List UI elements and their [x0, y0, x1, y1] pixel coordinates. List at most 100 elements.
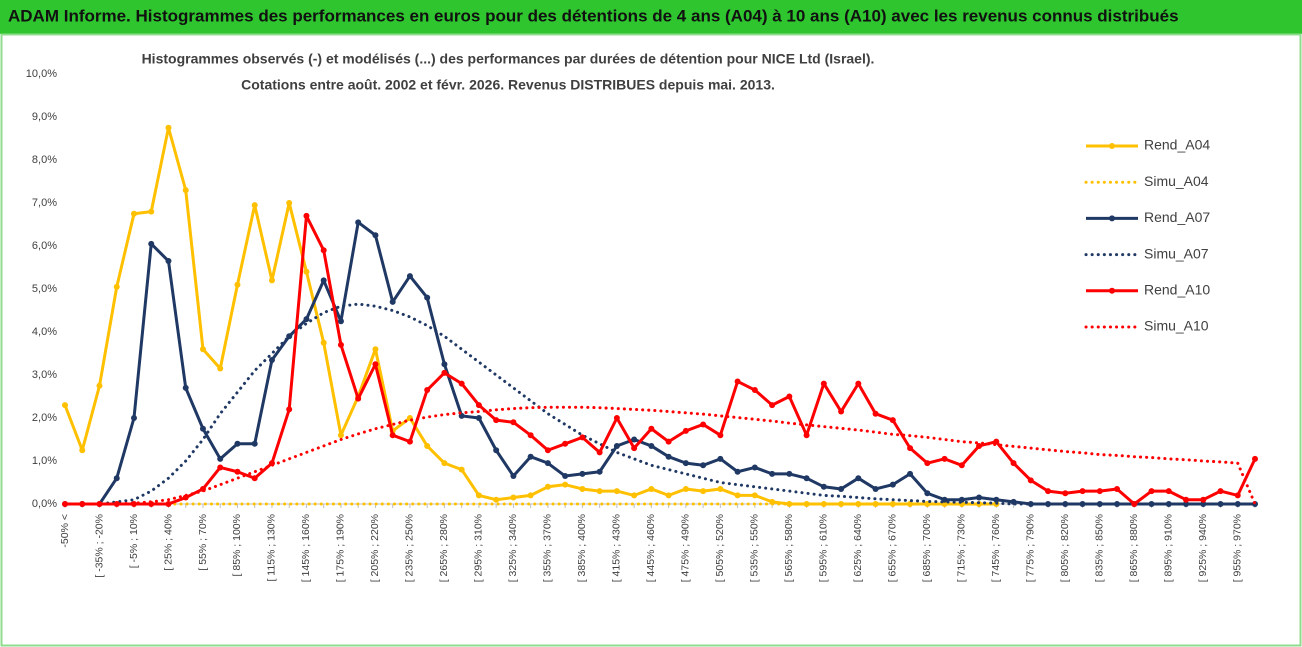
point — [234, 468, 241, 475]
x-tick-label: [ 535% ; 550% — [749, 514, 761, 582]
point — [976, 494, 983, 501]
point — [217, 455, 224, 462]
y-tick-label: 8,0% — [32, 154, 57, 166]
series-line — [65, 214, 1257, 506]
point — [700, 421, 707, 428]
point — [648, 485, 655, 492]
point — [62, 402, 68, 409]
point — [424, 442, 431, 449]
point — [424, 294, 431, 301]
point — [1148, 488, 1155, 495]
point — [786, 501, 793, 507]
legend-marker — [1109, 215, 1115, 222]
x-tick-label: [ 295% ; 310% — [473, 514, 485, 582]
point — [527, 453, 534, 460]
point — [993, 496, 1000, 503]
x-tick-label: [ 805% ; 820% — [1059, 514, 1071, 582]
point — [182, 187, 189, 194]
legend-label: Simu_A04 — [1144, 173, 1209, 189]
y-tick-label: 7,0% — [32, 197, 57, 209]
x-tick-label: [ 175% ; 190% — [335, 514, 347, 582]
point — [855, 380, 862, 387]
point — [165, 501, 172, 507]
point — [1131, 501, 1138, 507]
point — [820, 483, 827, 490]
point — [96, 382, 103, 389]
point — [234, 440, 241, 447]
point — [1217, 488, 1224, 495]
point — [251, 202, 258, 209]
point — [458, 466, 465, 473]
point — [579, 470, 586, 477]
point — [924, 490, 931, 497]
point — [355, 395, 362, 402]
x-tick-label: [ 955% ; 970% — [1232, 514, 1244, 582]
x-tick-label: [ 625% ; 640% — [852, 514, 864, 582]
legend-marker — [1109, 287, 1115, 294]
point — [1234, 492, 1241, 499]
header-title: ADAM Informe. Histogrammes des performan… — [8, 6, 1179, 25]
y-tick-label: 2,0% — [32, 412, 57, 424]
legend-label: Simu_A10 — [1144, 318, 1209, 334]
point — [769, 470, 776, 477]
y-tick-label: 0,0% — [32, 498, 57, 510]
point — [1027, 501, 1034, 507]
legend-marker — [1109, 143, 1115, 149]
point — [544, 483, 551, 490]
point — [613, 415, 620, 421]
point — [217, 464, 224, 471]
legend-label: Rend_A07 — [1144, 209, 1210, 225]
x-tick-label: [ 475% ; 490% — [680, 514, 692, 582]
point — [303, 268, 310, 275]
point — [596, 468, 603, 475]
point — [1114, 501, 1121, 507]
point — [734, 378, 741, 385]
point — [855, 475, 862, 482]
x-tick-label: [ 895% ; 910% — [1163, 514, 1175, 582]
point — [372, 232, 379, 239]
y-tick-label: 6,0% — [32, 240, 57, 252]
point — [596, 449, 603, 456]
point — [717, 485, 724, 492]
point — [734, 492, 741, 499]
point — [941, 455, 948, 462]
point — [872, 485, 879, 492]
point — [803, 432, 810, 439]
point — [1062, 490, 1069, 497]
point — [579, 434, 586, 441]
point — [786, 470, 793, 477]
x-tick-label: [ 835% ; 850% — [1094, 514, 1106, 582]
point — [130, 210, 137, 217]
series-line — [63, 405, 1257, 506]
point — [165, 258, 172, 265]
point — [96, 501, 103, 507]
x-tick-label: [ 85% ; 100% — [231, 514, 243, 576]
point — [648, 425, 655, 432]
point — [441, 369, 448, 376]
point — [734, 468, 741, 475]
point — [510, 494, 517, 501]
series-line — [63, 302, 1257, 506]
point — [665, 492, 672, 499]
point — [1027, 477, 1034, 484]
legend-label: Rend_A04 — [1144, 137, 1210, 153]
y-tick-label: 10,0% — [26, 68, 57, 80]
point — [751, 464, 758, 471]
point — [199, 425, 206, 432]
point — [907, 470, 914, 477]
point — [510, 419, 517, 426]
point — [751, 387, 758, 394]
point — [631, 445, 638, 452]
point — [527, 492, 534, 499]
point — [1217, 501, 1224, 507]
x-tick-label: [ 655% ; 670% — [887, 514, 899, 582]
point — [406, 273, 413, 280]
point — [1096, 488, 1103, 495]
point — [441, 460, 448, 467]
point — [286, 200, 293, 206]
x-tick-label: [ 505% ; 520% — [714, 514, 726, 582]
point — [907, 445, 914, 452]
x-tick-label: [ 385% ; 400% — [576, 514, 588, 582]
point — [700, 462, 707, 469]
